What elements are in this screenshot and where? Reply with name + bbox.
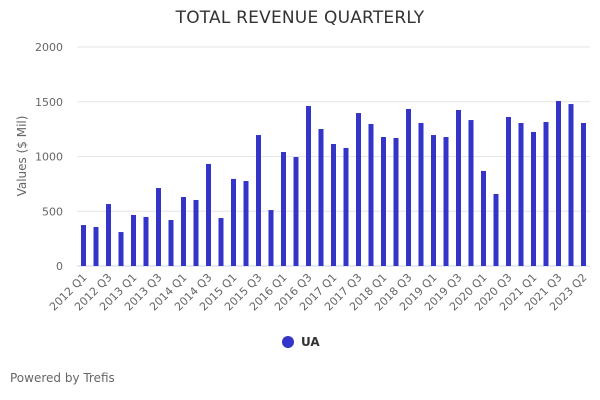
bar[interactable]	[406, 108, 411, 267]
bar[interactable]	[581, 122, 586, 266]
legend[interactable]: UA	[282, 335, 320, 349]
bar[interactable]	[256, 135, 261, 266]
bar[interactable]	[343, 147, 349, 266]
bar[interactable]	[443, 137, 449, 266]
bar[interactable]	[181, 197, 186, 266]
bar[interactable]	[156, 188, 161, 266]
bar[interactable]	[281, 152, 286, 266]
bar[interactable]	[118, 232, 124, 266]
bar[interactable]	[81, 225, 86, 266]
bar[interactable]	[243, 181, 249, 266]
bar[interactable]	[131, 214, 136, 266]
bar[interactable]	[168, 220, 174, 266]
bar[interactable]	[468, 120, 474, 266]
legend-label: UA	[301, 335, 320, 349]
bar[interactable]	[456, 109, 461, 267]
bar[interactable]	[93, 227, 99, 266]
y-tick-label: 1500	[35, 96, 63, 109]
y-tick-label: 500	[42, 205, 63, 218]
bar[interactable]	[393, 137, 399, 266]
bars	[81, 100, 586, 267]
bar[interactable]	[431, 135, 436, 266]
bar[interactable]	[418, 122, 424, 266]
bar[interactable]	[331, 144, 336, 266]
bar[interactable]	[356, 113, 361, 266]
bar[interactable]	[306, 106, 311, 266]
bar[interactable]	[143, 216, 149, 266]
bar[interactable]	[268, 210, 274, 266]
y-axis-ticks: 0 500 1000 1500 2000	[35, 41, 63, 273]
bar[interactable]	[318, 129, 324, 266]
bar[interactable]	[518, 122, 524, 266]
bar[interactable]	[556, 100, 561, 267]
bar[interactable]	[493, 193, 499, 266]
bar[interactable]	[543, 122, 549, 266]
bar[interactable]	[368, 123, 374, 266]
bar[interactable]	[231, 178, 236, 266]
bar[interactable]	[481, 170, 486, 266]
bar[interactable]	[218, 218, 224, 266]
bar[interactable]	[293, 157, 299, 266]
bar[interactable]	[106, 204, 111, 266]
legend-marker-icon	[282, 336, 294, 348]
bar[interactable]	[381, 137, 386, 266]
y-tick-label: 0	[56, 260, 63, 273]
bar[interactable]	[193, 199, 199, 266]
bar[interactable]	[206, 163, 211, 266]
bar[interactable]	[568, 104, 574, 266]
powered-by-credit: Powered by Trefis	[10, 371, 115, 385]
y-axis-label: Values ($ Mil)	[15, 116, 29, 197]
y-tick-label: 1000	[35, 151, 63, 164]
chart-title: TOTAL REVENUE QUARTERLY	[175, 8, 425, 28]
bar[interactable]	[506, 116, 511, 267]
bar[interactable]	[531, 131, 536, 266]
y-tick-label: 2000	[35, 41, 63, 54]
